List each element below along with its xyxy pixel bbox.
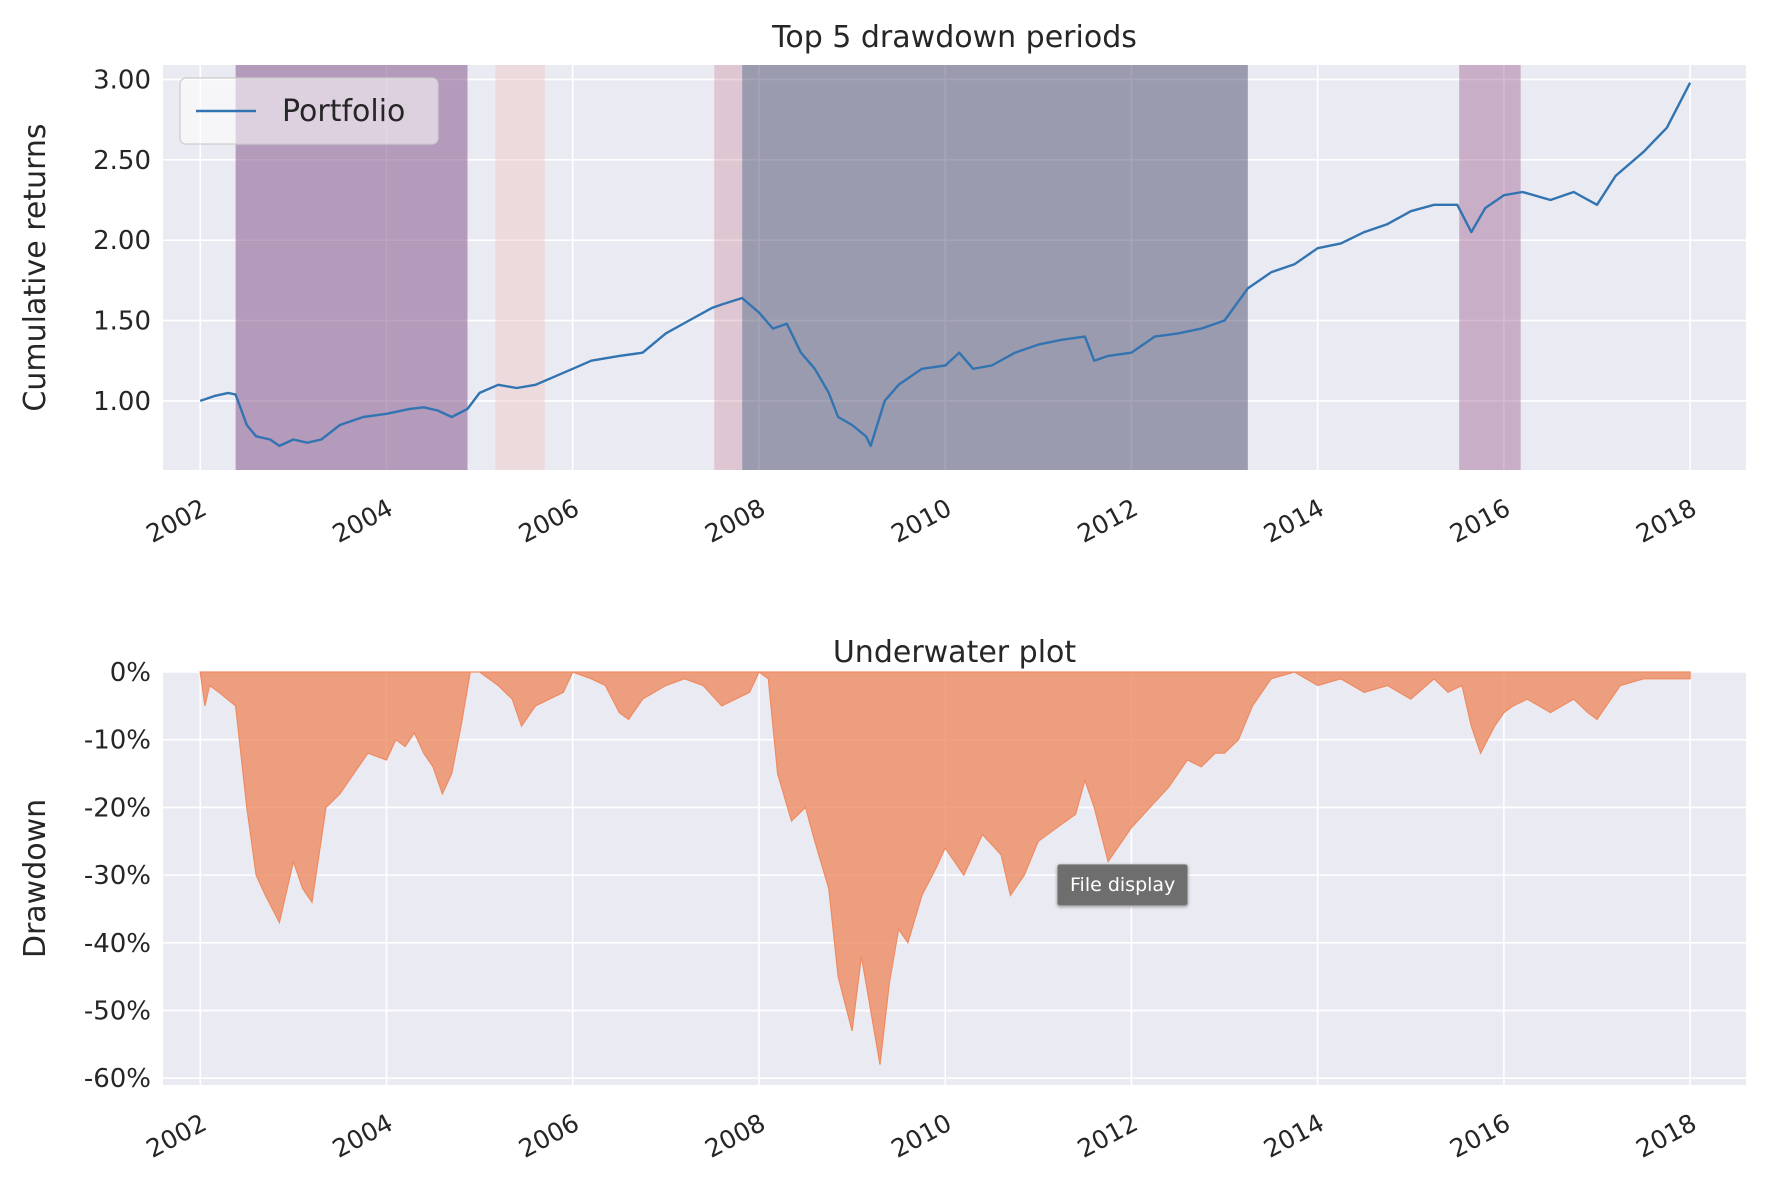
drawdown-period-band xyxy=(742,65,1248,470)
x-tick-label: 2014 xyxy=(1259,493,1329,548)
y-tick-label: -50% xyxy=(84,997,151,1027)
y-tick-label: 1.50 xyxy=(93,307,151,337)
x-tick-label: 2010 xyxy=(886,493,956,548)
y-tick-label: -40% xyxy=(84,929,151,959)
drawdown-period-band xyxy=(1459,65,1521,470)
legend-label: Portfolio xyxy=(282,94,405,129)
y-tick-label: -20% xyxy=(84,793,151,823)
legend-box xyxy=(179,77,439,145)
y-tick-label: 2.50 xyxy=(93,146,151,176)
x-tick-label: 2002 xyxy=(141,1108,211,1163)
underwater-panel: 2002 2004 2006 2008 2010 2012 2014 2016 2018 0% -1… xyxy=(18,635,1746,1164)
y-tick-label: 0% xyxy=(110,658,151,688)
drawdown-period-band xyxy=(495,65,545,470)
x-tick-label: 2010 xyxy=(886,1108,956,1163)
x-tick-label: 2014 xyxy=(1259,1108,1329,1163)
cumulative-returns-panel: 2002 2004 2006 2008 2010 2012 2014 2016 2018 1.00… xyxy=(18,20,1746,549)
x-tick-label: 2016 xyxy=(1445,493,1515,548)
x-tick-label: 2016 xyxy=(1445,1108,1515,1163)
y-axis-label: Cumulative returns xyxy=(18,123,53,411)
x-tick-label: 2008 xyxy=(700,493,770,548)
y-tick-label: -30% xyxy=(84,861,151,891)
y-tick-label: -10% xyxy=(84,726,151,756)
x-tick-label: 2008 xyxy=(700,1108,770,1163)
y-tick-label: 3.00 xyxy=(93,65,151,95)
portfolio-line xyxy=(199,82,1692,448)
x-tick-label: 2012 xyxy=(1073,1108,1143,1163)
x-tick-label: 2018 xyxy=(1631,493,1701,548)
chart-title: Underwater plot xyxy=(833,635,1077,670)
y-axis-label: Drawdown xyxy=(18,799,53,958)
x-tick-label: 2004 xyxy=(328,493,398,548)
legend: Portfolio xyxy=(179,77,439,145)
chart-title: Top 5 drawdown periods xyxy=(771,20,1137,55)
x-tick-label: 2012 xyxy=(1073,493,1143,548)
x-tick-label: 2018 xyxy=(1631,1108,1701,1163)
drawdown-period-band xyxy=(714,65,743,470)
drawdown-area xyxy=(199,671,1691,1065)
x-tick-label: 2006 xyxy=(514,1108,584,1163)
y-tick-label: 1.00 xyxy=(93,387,151,417)
x-tick-label: 2006 xyxy=(514,493,584,548)
file-display-tooltip: File display xyxy=(1057,864,1189,906)
y-tick-label: -60% xyxy=(84,1064,151,1094)
y-tick-label: 2.00 xyxy=(93,226,151,256)
x-tick-label: 2004 xyxy=(328,1108,398,1163)
x-tick-label: 2002 xyxy=(141,493,211,548)
